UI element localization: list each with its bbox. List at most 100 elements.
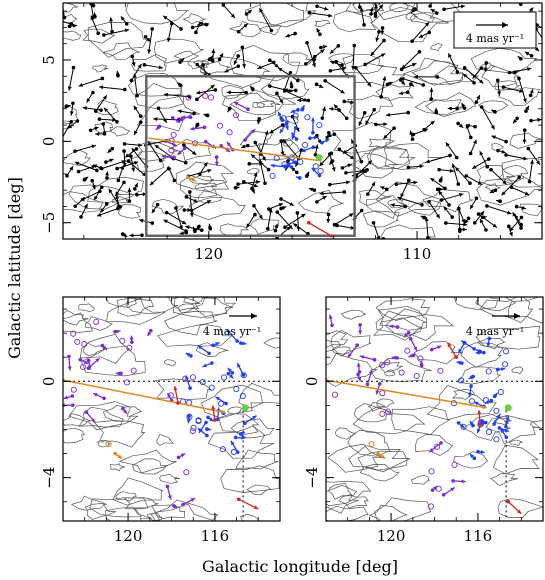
star-vector-head	[383, 134, 388, 139]
star-vector-head	[102, 95, 107, 100]
star-vector-star	[524, 109, 528, 113]
star-vector-head	[149, 181, 155, 186]
star-vector-star	[517, 175, 521, 180]
star-vector-head	[107, 148, 112, 153]
star-vector	[397, 196, 423, 206]
x-tick-label: 120	[114, 527, 143, 545]
contour	[387, 199, 404, 209]
blue-star-vector-head	[186, 419, 191, 424]
star-vector-star	[455, 106, 459, 111]
star-vector-star	[116, 73, 120, 78]
blue-star-vector-head	[215, 342, 220, 346]
star-vector-head	[177, 82, 182, 87]
contour	[375, 298, 431, 321]
star-vector-star	[385, 82, 390, 87]
purple-star-vector-star	[365, 382, 370, 387]
star-vector-head	[490, 125, 495, 130]
blue-star-vector-circle	[468, 398, 476, 405]
star-vector-head	[219, 53, 223, 58]
star-vector-head	[322, 196, 327, 200]
contour	[194, 182, 218, 193]
star-vector-head	[322, 45, 328, 49]
contour	[63, 13, 78, 24]
blue-star-vector-star	[211, 343, 215, 348]
purple-star-vector-star	[357, 370, 362, 374]
star-vector-head	[125, 153, 130, 158]
purple-star-vector-head	[177, 150, 182, 155]
star-vector-head	[207, 168, 212, 173]
star-vector-head	[258, 214, 263, 220]
star-vector-star	[263, 181, 267, 186]
star-vector-head	[261, 156, 266, 161]
star-vector-head	[524, 191, 530, 196]
blue-star-vector-star	[492, 394, 497, 399]
star-vector-head	[112, 118, 117, 122]
y-tick-label: 0	[303, 377, 321, 387]
star-vector-star	[91, 90, 95, 95]
purple-star-vector-head	[328, 314, 333, 319]
star-vector	[282, 139, 300, 159]
star-vector	[481, 106, 495, 130]
star-vector-head	[460, 4, 465, 9]
star-vector-star	[472, 221, 477, 225]
star-vector-head	[398, 91, 404, 96]
blue-star-vector-head	[209, 417, 214, 422]
star-vector-star	[437, 167, 441, 172]
blue-star-vector-star	[472, 456, 477, 461]
purple-star-vector-circle	[80, 363, 87, 371]
contour	[82, 28, 116, 44]
legend: 4 mas yr⁻¹	[203, 313, 261, 338]
blue-star-vector-star	[462, 341, 467, 345]
star-vector-star	[444, 221, 448, 225]
contour	[367, 402, 386, 412]
star-vector-head	[94, 126, 99, 131]
star-vector-star	[79, 215, 83, 219]
panel-top: 120 110 −5 0 5 4 mas yr⁻¹	[40, 2, 543, 263]
star-vector-head	[472, 165, 477, 169]
star-vector-head	[329, 107, 334, 111]
star-vector-head	[289, 202, 294, 206]
star-vector-star	[340, 63, 344, 68]
contour	[352, 406, 426, 435]
star-vector-star	[257, 116, 261, 121]
purple-star-vector-circle	[428, 503, 435, 510]
contour	[78, 303, 95, 313]
contour	[328, 53, 355, 65]
contour	[175, 161, 234, 190]
contour	[508, 439, 523, 447]
contour	[188, 175, 215, 186]
star-vector-head	[137, 63, 142, 69]
star-vector-star	[363, 169, 368, 173]
star-vector-head	[340, 89, 345, 94]
contour	[187, 60, 204, 70]
star-vector-head	[497, 91, 501, 96]
purple-star-vector-circle	[226, 129, 233, 136]
contour	[357, 450, 408, 471]
star-vector-star	[373, 14, 378, 18]
blue-star-vector-head	[468, 392, 472, 397]
star-vector-star	[448, 153, 452, 158]
star-vector-star	[273, 228, 278, 233]
contour	[297, 189, 344, 214]
contour	[326, 481, 372, 507]
green-star-marker	[241, 404, 249, 412]
star-vector	[63, 21, 72, 25]
purple-star-vector-head	[356, 362, 361, 367]
y-axis-label: Galactic latitude [deg]	[5, 177, 24, 359]
star-vector-star	[455, 70, 460, 74]
red-star-vector-star	[236, 497, 241, 502]
star-vector-star	[227, 106, 232, 111]
blue-star-vector-circle	[502, 348, 510, 355]
star-vector-star	[528, 93, 533, 98]
star-vector-star	[102, 33, 106, 37]
blue-star-vector-head	[278, 111, 282, 117]
star-vector-star	[352, 43, 357, 48]
contour	[461, 342, 504, 368]
contour	[380, 224, 436, 239]
purple-star-vector-head	[375, 390, 380, 395]
purple-star-vector-head	[408, 353, 413, 358]
star-vector-head	[480, 218, 484, 224]
star-vector-star	[289, 84, 294, 89]
star-vector-head	[92, 185, 96, 190]
blue-star-vector-head	[500, 428, 505, 434]
